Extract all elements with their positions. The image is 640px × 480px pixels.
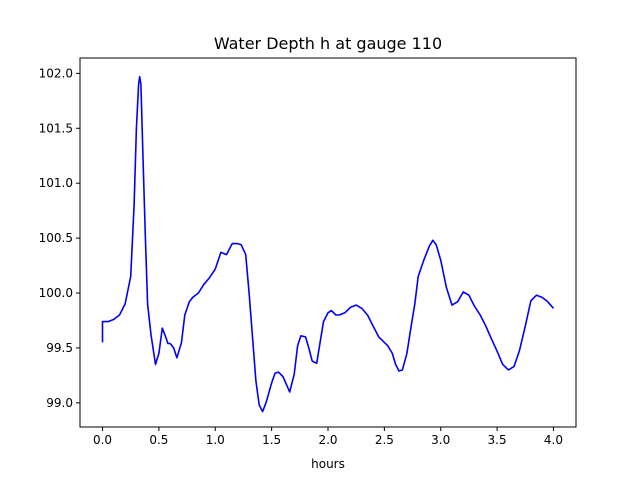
- x-tick-label: 3.5: [488, 433, 507, 447]
- x-axis-label: hours: [311, 457, 345, 471]
- x-tick-label: 4.0: [544, 433, 563, 447]
- x-tick-label: 0.0: [93, 433, 112, 447]
- y-tick-label: 101.5: [39, 121, 73, 135]
- x-tick-label: 0.5: [149, 433, 168, 447]
- plot-frame: [79, 57, 577, 428]
- y-tick-label: 99.0: [46, 396, 73, 410]
- series-line: [101, 75, 555, 413]
- y-tick-label: 101.0: [39, 176, 73, 190]
- x-axis: 0.0 0.5 1.0 1.5 2.0 2.5 3.0 3.5 4.0: [93, 427, 563, 447]
- x-tick-label: 2.5: [375, 433, 394, 447]
- chart-title: Water Depth h at gauge 110: [214, 34, 442, 53]
- y-axis: 99.0 99.5 100.0 100.5 101.0 101.5 102.0: [39, 66, 80, 410]
- x-tick-label: 3.0: [431, 433, 450, 447]
- y-tick-label: 100.0: [39, 286, 73, 300]
- y-tick-label: 100.5: [39, 231, 73, 245]
- x-tick-label: 1.5: [262, 433, 281, 447]
- x-tick-label: 2.0: [318, 433, 337, 447]
- series-layer: [101, 75, 555, 413]
- x-tick-label: 1.0: [206, 433, 225, 447]
- y-tick-label: 99.5: [46, 341, 73, 355]
- y-tick-label: 102.0: [39, 66, 73, 80]
